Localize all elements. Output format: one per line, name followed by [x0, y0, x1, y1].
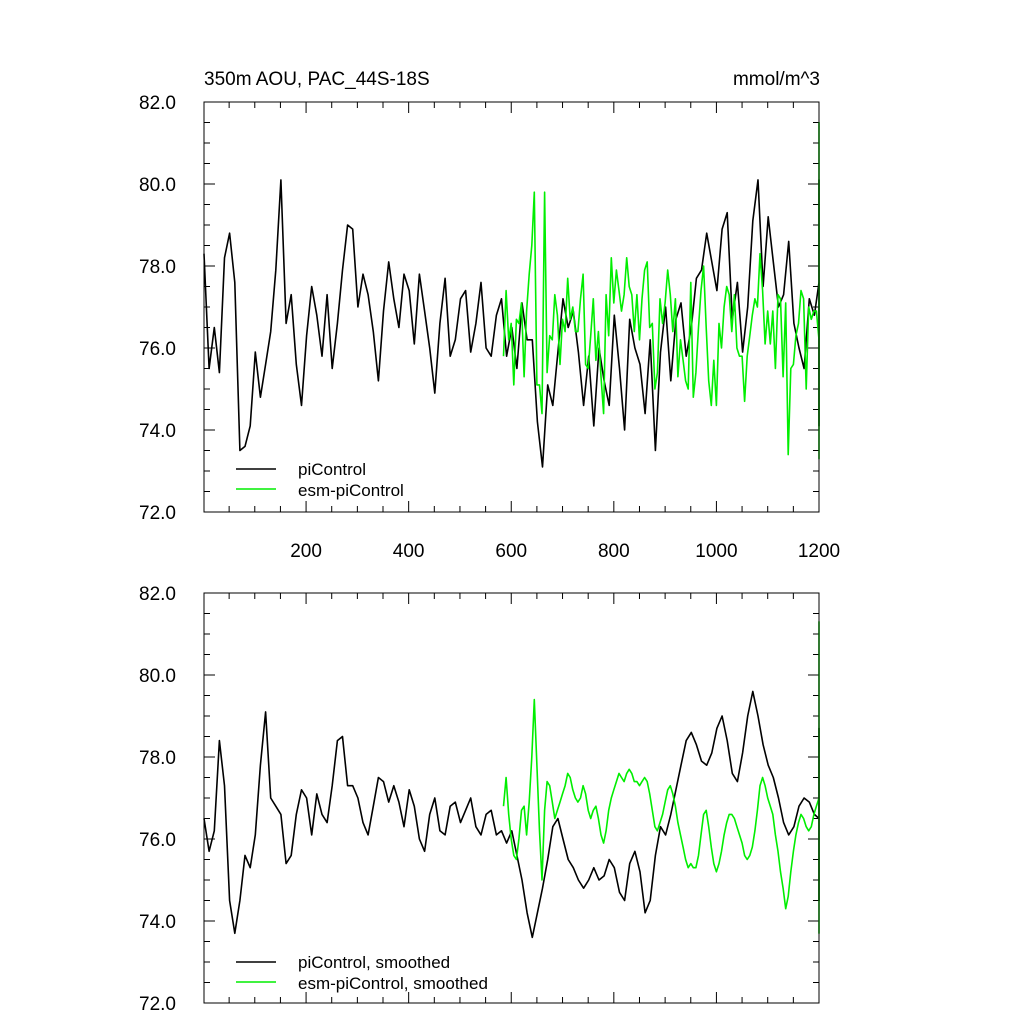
top-plot-frame — [203, 101, 820, 513]
y-tick-label: 82.0 — [139, 584, 176, 605]
top-y-tick-labels: 72.0 74.0 76.0 78.0 80.0 82.0 — [139, 93, 176, 524]
y-tick-label: 78.0 — [139, 748, 176, 769]
x-tick-label: 200 — [290, 541, 322, 562]
legend-label-picontrol-smoothed: piControl, smoothed — [298, 953, 450, 972]
y-tick-label: 74.0 — [139, 912, 176, 933]
y-tick-label: 80.0 — [139, 666, 176, 687]
top-x-tick-labels: 200 400 600 800 1000 1200 — [290, 541, 840, 562]
y-tick-label: 80.0 — [139, 175, 176, 196]
top-panel-ticks — [204, 101, 820, 513]
x-tick-label: 800 — [598, 541, 630, 562]
x-tick-label: 1200 — [798, 541, 840, 562]
y-tick-label: 82.0 — [139, 93, 176, 114]
y-tick-label: 76.0 — [139, 830, 176, 851]
legend-label-esm-picontrol-smoothed: esm-piControl, smoothed — [298, 974, 488, 993]
series-line-esm-picontrol-smoothed — [502, 620, 820, 935]
x-tick-label: 1000 — [695, 541, 737, 562]
bottom-panel-ticks — [204, 592, 820, 1004]
top-legend: piControl esm-piControl — [236, 460, 404, 500]
top-panel-series — [203, 121, 820, 468]
x-tick-label: 400 — [393, 541, 425, 562]
y-tick-label: 74.0 — [139, 421, 176, 442]
x-tick-label: 600 — [495, 541, 527, 562]
y-tick-label: 76.0 — [139, 339, 176, 360]
chart-title: 350m AOU, PAC_44S-18S — [204, 69, 430, 90]
legend-label-esm-picontrol: esm-piControl — [298, 481, 404, 500]
y-tick-label: 72.0 — [139, 994, 176, 1015]
bottom-panel-series — [203, 620, 820, 939]
y-tick-label: 78.0 — [139, 257, 176, 278]
y-tick-label: 72.0 — [139, 503, 176, 524]
bottom-y-tick-labels: 72.0 74.0 76.0 78.0 80.0 82.0 — [139, 584, 176, 1015]
bottom-panel: 72.0 74.0 76.0 78.0 80.0 82.0 piControl, smoo… — [139, 584, 820, 1015]
bottom-legend: piControl, smoothed esm-piControl, smoot… — [236, 953, 488, 993]
series-line-esm-picontrol — [502, 121, 820, 460]
legend-label-picontrol: piControl — [298, 460, 366, 479]
bottom-plot-frame — [203, 592, 820, 1004]
units-label: mmol/m^3 — [733, 69, 820, 90]
top-panel: 350m AOU, PAC_44S-18S mmol/m^3 72.074.07… — [139, 69, 840, 562]
series-line-picontrol-smoothed — [203, 690, 820, 939]
